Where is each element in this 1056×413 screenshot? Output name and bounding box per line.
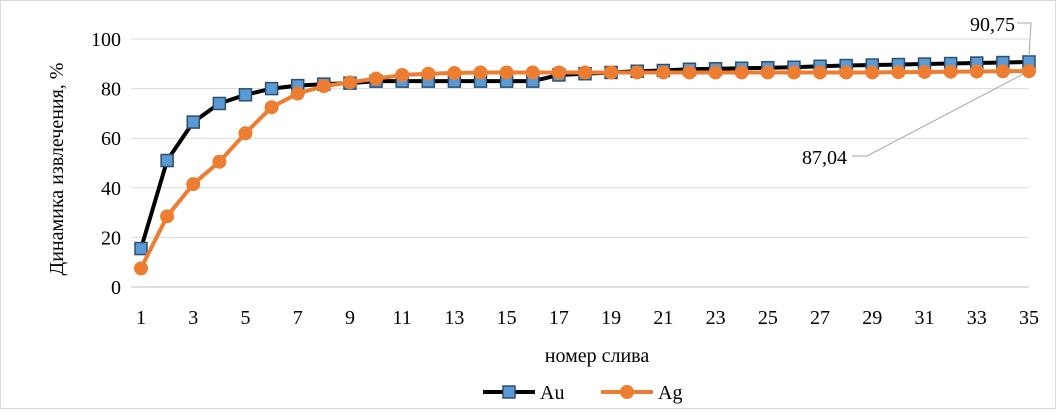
legend-label: Ag <box>658 382 682 404</box>
data-point <box>760 65 775 80</box>
legend-swatch-marker <box>620 385 634 399</box>
y-tick-label: 40 <box>101 178 121 200</box>
data-point <box>734 65 749 80</box>
x-tick-label: 25 <box>758 307 778 329</box>
y-axis-title: Динамика извлечения, % <box>46 63 68 276</box>
data-point <box>839 65 854 80</box>
x-tick-label: 23 <box>706 307 726 329</box>
data-point <box>134 241 148 256</box>
data-point <box>630 65 645 80</box>
data-point <box>264 100 279 115</box>
data-point <box>395 67 410 82</box>
data-point <box>134 261 148 276</box>
x-axis-title: номер слива <box>545 345 650 367</box>
legend-item-au: Au <box>483 382 564 404</box>
x-tick-label: 29 <box>862 307 882 329</box>
legend-item-ag: Ag <box>601 382 682 404</box>
data-point <box>943 64 958 79</box>
data-point <box>995 64 1010 79</box>
data-point <box>342 75 357 90</box>
data-point <box>160 209 175 224</box>
x-tick-label: 1 <box>136 307 146 329</box>
x-tick-label: 15 <box>497 307 517 329</box>
data-point <box>160 153 174 168</box>
leader-line <box>1017 22 1032 56</box>
data-point <box>421 66 436 81</box>
legend-swatch-marker <box>502 385 516 399</box>
data-point <box>682 65 697 80</box>
data-point <box>891 65 906 80</box>
x-tick-label: 13 <box>444 307 464 329</box>
annotations: 90,75 87,04 <box>802 14 1032 169</box>
x-tick-label: 21 <box>653 307 673 329</box>
data-point <box>708 65 723 80</box>
series-au <box>134 55 1036 256</box>
leader-line <box>852 73 1024 157</box>
series-ag <box>134 64 1036 276</box>
data-point <box>264 81 279 96</box>
x-tick-label: 35 <box>1019 307 1039 329</box>
x-tick-label: 31 <box>915 307 935 329</box>
data-point <box>1022 64 1036 79</box>
data-point <box>238 126 253 141</box>
data-point <box>578 65 592 80</box>
series-layer <box>134 55 1036 276</box>
data-point <box>447 65 462 80</box>
y-tick-label: 100 <box>91 29 121 51</box>
x-tick-label: 9 <box>345 307 355 329</box>
x-tick-label: 3 <box>188 307 198 329</box>
x-tick-label: 11 <box>393 307 412 329</box>
data-point <box>917 64 932 79</box>
data-point <box>186 115 200 129</box>
x-tick-label: 5 <box>240 307 250 329</box>
y-tick-label: 20 <box>101 227 121 249</box>
data-point <box>786 65 801 80</box>
data-point <box>813 65 828 80</box>
data-point <box>969 64 984 79</box>
data-point <box>525 65 540 80</box>
data-point <box>551 65 566 80</box>
data-point <box>238 88 253 102</box>
x-tick-label: 19 <box>601 307 621 329</box>
data-label-ag: 87,04 <box>802 147 847 169</box>
data-point <box>499 65 514 80</box>
x-tick-label: 17 <box>549 307 569 329</box>
data-point <box>186 177 201 192</box>
legend: Au Ag <box>483 382 682 404</box>
data-label-au: 90,75 <box>970 14 1015 36</box>
legend-label: Au <box>540 382 564 404</box>
y-tick-labels: 0 20 40 60 80 100 <box>91 29 121 299</box>
data-point <box>212 96 227 111</box>
data-point <box>656 65 671 80</box>
x-tick-labels: 1 3 5 7 9 11 13 15 17 19 21 23 25 27 29 31 33 35 <box>136 307 1039 329</box>
y-tick-label: 80 <box>101 79 121 101</box>
y-tick-label: 0 <box>111 277 121 299</box>
x-tick-label: 7 <box>293 307 303 329</box>
data-point <box>316 79 331 94</box>
data-point <box>865 65 880 80</box>
data-point <box>290 86 305 101</box>
y-tick-label: 60 <box>101 128 121 150</box>
data-point <box>473 65 488 80</box>
data-point <box>212 154 227 169</box>
x-tick-label: 33 <box>967 307 987 329</box>
data-point <box>604 65 619 80</box>
x-tick-label: 27 <box>810 307 830 329</box>
data-point <box>369 71 384 86</box>
